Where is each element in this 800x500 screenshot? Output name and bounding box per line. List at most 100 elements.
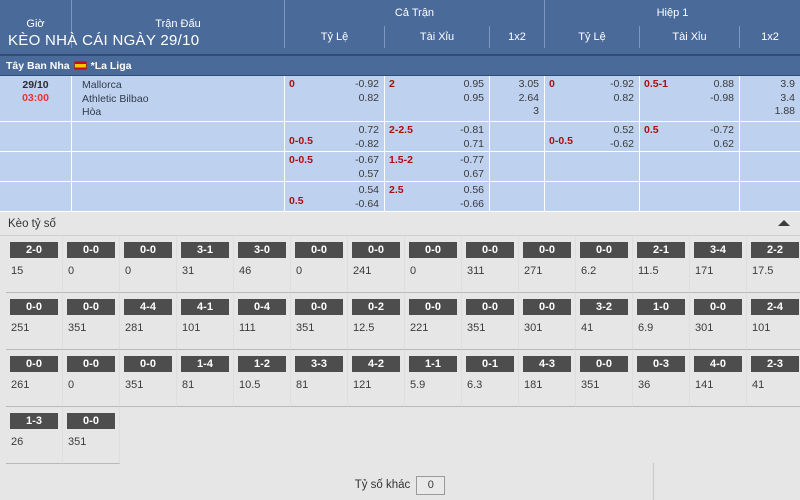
score-label[interactable]: 0-0 xyxy=(466,299,514,315)
score-label[interactable]: 4-3 xyxy=(523,356,571,372)
score-odds-cell[interactable]: 0-0 351 xyxy=(63,407,120,464)
full-overunder-cell[interactable]: 2.5 0.56 -0.66 xyxy=(385,182,490,211)
score-label[interactable]: 0-0 xyxy=(10,356,58,372)
full-handicap-cell[interactable]: 0-0.5 -0.67 0.57 xyxy=(285,152,385,181)
score-odds-cell[interactable]: 0-0 351 xyxy=(291,293,348,350)
score-label[interactable]: 0-0 xyxy=(67,356,115,372)
score-odds-cell[interactable]: 3-4 171 xyxy=(690,236,747,293)
score-odds-cell[interactable]: 0-2 12.5 xyxy=(348,293,405,350)
score-label[interactable]: 3-0 xyxy=(238,242,286,258)
half-1x2-cell[interactable] xyxy=(740,182,800,211)
half-overunder-cell[interactable]: 0.5 -0.72 0.62 xyxy=(640,122,740,151)
score-label[interactable]: 0-0 xyxy=(295,299,343,315)
score-label[interactable]: 3-2 xyxy=(580,299,628,315)
full-1x2-cell[interactable] xyxy=(490,182,545,211)
score-label[interactable]: 0-3 xyxy=(637,356,685,372)
score-label[interactable]: 0-0 xyxy=(67,242,115,258)
score-label[interactable]: 2-2 xyxy=(751,242,799,258)
score-odds-cell[interactable]: 2-3 41 xyxy=(747,350,800,407)
score-label[interactable]: 3-4 xyxy=(694,242,742,258)
score-odds-cell[interactable]: 0-0 351 xyxy=(120,350,177,407)
score-odds-cell[interactable]: 0-0 351 xyxy=(63,293,120,350)
score-odds-cell[interactable]: 3-1 31 xyxy=(177,236,234,293)
score-odds-cell[interactable]: 0-0 301 xyxy=(519,293,576,350)
half-handicap-cell[interactable] xyxy=(545,152,640,181)
score-odds-cell[interactable]: 2-0 15 xyxy=(6,236,63,293)
score-odds-cell[interactable]: 0-3 36 xyxy=(633,350,690,407)
score-label[interactable]: 0-1 xyxy=(466,356,514,372)
score-odds-cell[interactable]: 0-0 351 xyxy=(576,350,633,407)
score-label[interactable]: 0-0 xyxy=(352,242,400,258)
score-label[interactable]: 1-2 xyxy=(238,356,286,372)
match-teams-cell[interactable] xyxy=(72,182,285,211)
score-odds-cell[interactable]: 4-1 101 xyxy=(177,293,234,350)
score-odds-cell[interactable]: 1-4 81 xyxy=(177,350,234,407)
score-label[interactable]: 1-4 xyxy=(181,356,229,372)
triangle-up-icon[interactable] xyxy=(778,220,790,226)
full-overunder-cell[interactable]: 2 0.95 0.95 xyxy=(385,76,490,121)
full-1x2-cell[interactable] xyxy=(490,152,545,181)
score-label[interactable]: 0-2 xyxy=(352,299,400,315)
other-score-input[interactable]: 0 xyxy=(416,475,446,495)
score-label[interactable]: 4-2 xyxy=(352,356,400,372)
league-header[interactable]: Tây Ban Nha *La Liga xyxy=(0,56,800,76)
full-handicap-cell[interactable]: 0.5 0.54 -0.64 xyxy=(285,182,385,211)
score-odds-cell[interactable]: 4-2 121 xyxy=(348,350,405,407)
score-odds-cell[interactable]: 2-2 17.5 xyxy=(747,236,800,293)
score-odds-cell[interactable]: 0-0 261 xyxy=(6,350,63,407)
score-label[interactable]: 0-0 xyxy=(409,242,457,258)
half-handicap-cell[interactable]: 0 -0.92 0.82 xyxy=(545,76,640,121)
score-label[interactable]: 0-0 xyxy=(67,299,115,315)
score-odds-cell[interactable]: 0-0 0 xyxy=(63,236,120,293)
score-odds-cell[interactable]: 0-0 0 xyxy=(63,350,120,407)
score-label[interactable]: 3-1 xyxy=(181,242,229,258)
score-label[interactable]: 1-3 xyxy=(10,413,58,429)
score-label[interactable]: 4-1 xyxy=(181,299,229,315)
score-odds-cell[interactable]: 2-4 101 xyxy=(747,293,800,350)
score-odds-cell[interactable]: 1-0 6.9 xyxy=(633,293,690,350)
score-label[interactable]: 0-0 xyxy=(523,242,571,258)
half-1x2-cell[interactable] xyxy=(740,152,800,181)
score-odds-cell[interactable]: 0-0 351 xyxy=(462,293,519,350)
score-odds-cell[interactable]: 2-1 11.5 xyxy=(633,236,690,293)
score-label[interactable]: 0-0 xyxy=(580,242,628,258)
score-odds-cell[interactable]: 3-0 46 xyxy=(234,236,291,293)
score-odds-cell[interactable]: 0-4 111 xyxy=(234,293,291,350)
score-odds-cell[interactable]: 0-0 0 xyxy=(291,236,348,293)
score-odds-cell[interactable]: 0-0 221 xyxy=(405,293,462,350)
score-label[interactable]: 0-0 xyxy=(694,299,742,315)
score-odds-cell[interactable]: 1-3 26 xyxy=(6,407,63,464)
score-odds-cell[interactable]: 1-2 10.5 xyxy=(234,350,291,407)
score-panel-header[interactable]: Kèo tỷ số xyxy=(0,212,800,236)
full-handicap-cell[interactable]: 0-0.5 0.72 -0.82 xyxy=(285,122,385,151)
score-odds-cell[interactable]: 4-4 281 xyxy=(120,293,177,350)
score-odds-cell[interactable]: 0-0 301 xyxy=(690,293,747,350)
score-odds-cell[interactable]: 0-0 0 xyxy=(120,236,177,293)
full-1x2-cell[interactable]: 3.05 2.64 3 xyxy=(490,76,545,121)
score-odds-cell[interactable]: 3-2 41 xyxy=(576,293,633,350)
half-overunder-cell[interactable]: 0.5-1 0.88 -0.98 xyxy=(640,76,740,121)
half-handicap-cell[interactable]: 0-0.5 0.52 -0.62 xyxy=(545,122,640,151)
score-label[interactable]: 3-3 xyxy=(295,356,343,372)
score-odds-cell[interactable]: 0-0 6.2 xyxy=(576,236,633,293)
score-label[interactable]: 2-0 xyxy=(10,242,58,258)
half-overunder-cell[interactable] xyxy=(640,182,740,211)
score-label[interactable]: 0-0 xyxy=(409,299,457,315)
match-teams-cell[interactable]: Mallorca Athletic Bilbao Hòa xyxy=(72,76,285,121)
score-odds-cell[interactable]: 0-1 6.3 xyxy=(462,350,519,407)
score-odds-cell[interactable]: 4-0 141 xyxy=(690,350,747,407)
score-odds-cell[interactable]: 0-0 271 xyxy=(519,236,576,293)
score-label[interactable]: 2-4 xyxy=(751,299,799,315)
full-1x2-cell[interactable] xyxy=(490,122,545,151)
score-label[interactable]: 2-3 xyxy=(751,356,799,372)
score-odds-cell[interactable]: 0-0 0 xyxy=(405,236,462,293)
score-odds-cell[interactable]: 4-3 181 xyxy=(519,350,576,407)
half-1x2-cell[interactable] xyxy=(740,122,800,151)
score-odds-cell[interactable]: 0-0 241 xyxy=(348,236,405,293)
score-label[interactable]: 0-0 xyxy=(67,413,115,429)
half-1x2-cell[interactable]: 3.9 3.4 1.88 xyxy=(740,76,800,121)
score-odds-cell[interactable]: 1-1 5.9 xyxy=(405,350,462,407)
score-label[interactable]: 0-0 xyxy=(295,242,343,258)
full-overunder-cell[interactable]: 1.5-2 -0.77 0.67 xyxy=(385,152,490,181)
match-teams-cell[interactable] xyxy=(72,152,285,181)
